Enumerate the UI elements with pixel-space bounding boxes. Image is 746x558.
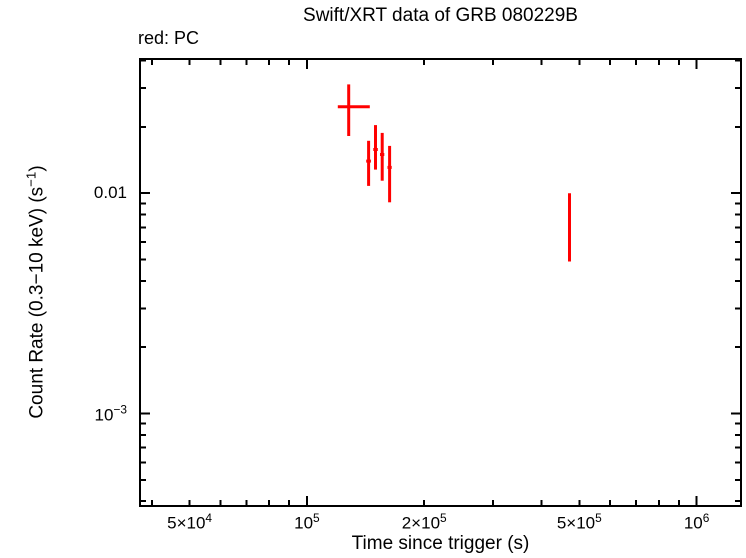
y-axis-ticks <box>141 59 740 503</box>
x-tick-label: 5×105 <box>556 511 602 533</box>
y-tick-label: 0.01 <box>93 183 127 203</box>
x-axis-ticks <box>150 60 698 505</box>
data-point <box>366 140 371 186</box>
x-tick-label: 2×105 <box>401 511 447 533</box>
mode-legend: red: PC <box>138 28 200 48</box>
x-axis-label: Time since trigger (s) <box>351 533 530 554</box>
plot-frame <box>139 58 742 507</box>
series-PC <box>337 84 571 262</box>
x-tick-label: 5×104 <box>167 511 213 533</box>
x-tick-label: 105 <box>294 511 320 533</box>
y-tick-label: 10−3 <box>94 402 127 424</box>
data-point <box>380 132 385 181</box>
x-tick-label: 106 <box>683 511 710 533</box>
data-point <box>373 125 378 170</box>
chart-title: Swift/XRT data of GRB 080229B <box>303 5 578 26</box>
data-point <box>387 145 392 203</box>
data-point <box>337 84 370 136</box>
